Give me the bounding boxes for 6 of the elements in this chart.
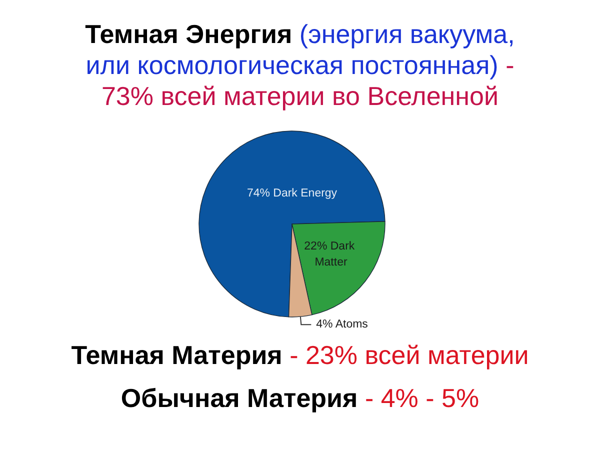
slice-label: 4% Atoms <box>316 318 368 331</box>
text: Обычная Материя - 4% - 5% <box>120 383 480 413</box>
text: Темная Материя - 23% всей материи <box>71 340 529 370</box>
slice-label: 22% Dark Matter <box>304 240 358 268</box>
slice-label: 74% Dark Energy <box>246 187 338 200</box>
chart-title: Темная Энергия (энергия вакуума, или космологическая постоянная) - 73% всей материи во Вселенной <box>85 19 515 111</box>
